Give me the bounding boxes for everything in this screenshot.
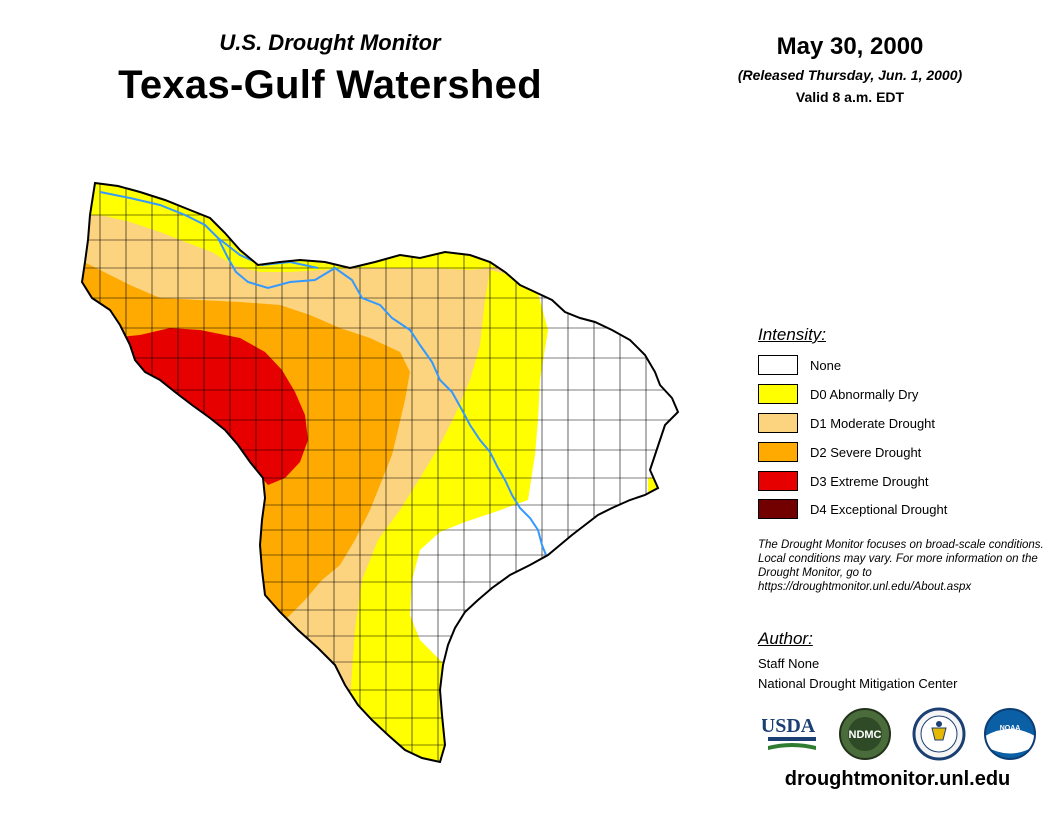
legend-item-d2: D2 Severe Drought xyxy=(758,442,1018,464)
disclaimer-note: The Drought Monitor focuses on broad-sca… xyxy=(758,539,1044,593)
d0-region-central xyxy=(345,270,548,762)
legend-label: D2 Severe Drought xyxy=(810,445,922,460)
legend-item-d0: D0 Abnormally Dry xyxy=(758,384,1018,406)
partner-logos: USDA NDMC NOAA xyxy=(762,707,1036,761)
legend-label: D3 Extreme Drought xyxy=(810,474,929,489)
map-date: May 30, 2000 xyxy=(776,33,924,60)
legend-swatch xyxy=(758,413,798,433)
drought-map xyxy=(80,181,680,764)
author-heading: Author: xyxy=(758,629,813,648)
legend-swatch xyxy=(758,355,798,375)
commerce-seal-logo xyxy=(912,707,966,761)
author-organization: National Drought Mitigation Center xyxy=(758,676,958,691)
release-date: (Released Thursday, Jun. 1, 2000) xyxy=(737,67,963,83)
website-link[interactable]: droughtmonitor.unl.edu xyxy=(784,768,1011,790)
legend-swatch xyxy=(758,471,798,491)
legend-title: Intensity: xyxy=(758,325,827,344)
legend-item-d1: D1 Moderate Drought xyxy=(758,413,1018,435)
brazos-river-line xyxy=(99,191,549,561)
legend-label: D0 Abnormally Dry xyxy=(810,387,919,402)
legend-label: D1 Moderate Drought xyxy=(810,416,936,431)
legend-swatch xyxy=(758,499,798,519)
ndmc-logo-text: NDMC xyxy=(849,729,882,741)
map-subtitle: U.S. Drought Monitor xyxy=(219,30,441,55)
legend-item-none: None xyxy=(758,355,1018,377)
valid-time: Valid 8 a.m. EDT xyxy=(795,89,905,105)
legend-label: None xyxy=(810,358,842,373)
ndmc-logo: NDMC xyxy=(839,708,891,760)
map-title: Texas-Gulf Watershed xyxy=(118,63,542,107)
usda-logo: USDA xyxy=(762,715,816,750)
noaa-logo-text: NOAA xyxy=(1000,725,1021,732)
legend-item-d4: D4 Exceptional Drought xyxy=(758,499,1018,521)
legend-label: D4 Exceptional Drought xyxy=(810,502,948,517)
noaa-logo: NOAA xyxy=(984,708,1036,760)
legend-item-d3: D3 Extreme Drought xyxy=(758,471,1018,493)
legend-swatch xyxy=(758,384,798,404)
usda-logo-text: USDA xyxy=(762,715,816,737)
author-name: Staff None xyxy=(758,656,820,671)
watershed-outline xyxy=(80,181,680,764)
legend-swatch xyxy=(758,442,798,462)
